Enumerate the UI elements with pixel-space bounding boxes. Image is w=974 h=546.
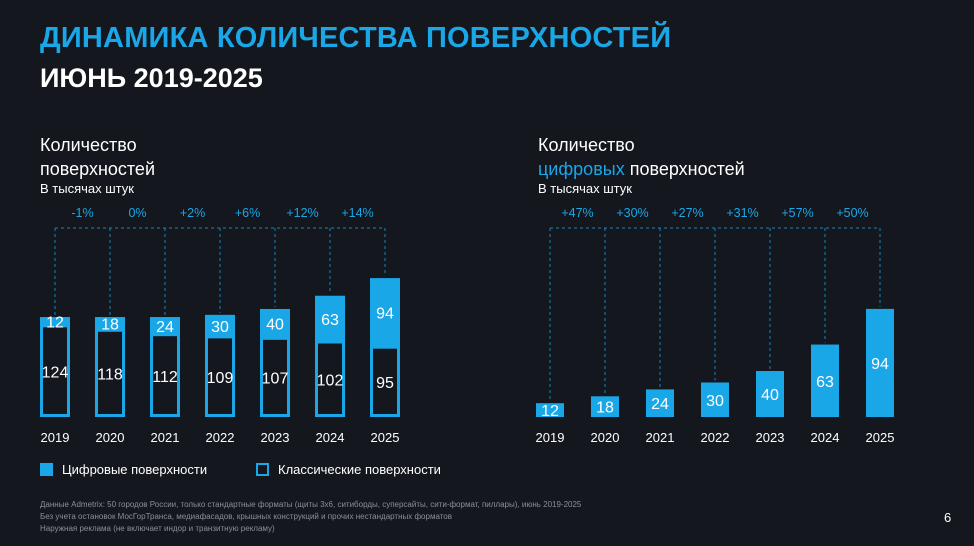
left-chart-heading-line1: Количество — [40, 135, 137, 155]
digital-value-2020: 18 — [101, 317, 119, 334]
digital-value-2023: 40 — [266, 317, 284, 334]
classic-value-2024: 102 — [317, 373, 344, 390]
x-tick-2021: 2021 — [646, 430, 675, 445]
digital-value-2025: 94 — [376, 306, 394, 323]
digital-value-2019: 12 — [541, 403, 559, 420]
right-chart-heading: Количество цифровых поверхностей В тысяч… — [538, 133, 745, 197]
digital-bar-2020 — [95, 317, 125, 331]
x-tick-2019: 2019 — [41, 430, 70, 445]
growth-label-1: -1% — [71, 206, 93, 220]
left-chart-unit: В тысячах штук — [40, 181, 134, 196]
legend-digital: Цифровые поверхности — [40, 462, 207, 477]
digital-bar-2019 — [40, 317, 70, 326]
legend-classic-label: Классические поверхности — [278, 462, 441, 477]
x-tick-2019: 2019 — [536, 430, 565, 445]
growth-label-5: +57% — [781, 206, 813, 220]
footnote-line-2: Без учета остановок МосГорТранса, медиаф… — [40, 512, 452, 521]
digital-value-2021: 24 — [156, 319, 174, 336]
x-tick-2024: 2024 — [811, 430, 840, 445]
digital-value-2022: 30 — [706, 393, 724, 410]
footnote: Данные Admetrix: 50 городов России, толь… — [40, 499, 581, 535]
classic-value-2025: 95 — [376, 375, 394, 392]
growth-label-6: +14% — [341, 206, 373, 220]
right-chart-heading-accent: цифровых — [538, 159, 625, 179]
left-chart-heading-line2: поверхностей — [40, 159, 155, 179]
digital-bar-2022 — [701, 382, 729, 417]
digital-bar-2023 — [260, 308, 290, 339]
classic-value-2019: 124 — [42, 364, 69, 381]
digital-bar-2023 — [756, 371, 784, 417]
digital-bar-2025 — [866, 308, 894, 417]
legend-classic-swatch — [256, 463, 269, 476]
x-tick-2022: 2022 — [206, 430, 235, 445]
legend-classic: Классические поверхности — [256, 462, 441, 477]
growth-label-4: +31% — [726, 206, 758, 220]
page-number: 6 — [944, 510, 952, 525]
digital-value-2023: 40 — [761, 387, 779, 404]
x-tick-2020: 2020 — [96, 430, 125, 445]
x-tick-2025: 2025 — [371, 430, 400, 445]
classic-value-2022: 109 — [207, 370, 234, 387]
digital-bar-2024 — [315, 295, 345, 343]
digital-value-2022: 30 — [211, 319, 229, 336]
classic-value-2021: 112 — [152, 369, 178, 386]
classic-value-2020: 118 — [97, 367, 123, 384]
digital-value-2020: 18 — [596, 400, 614, 417]
right-chart-heading-line2: цифровых поверхностей — [538, 157, 745, 181]
legend-digital-swatch — [40, 463, 53, 476]
digital-bar-2021 — [646, 389, 674, 417]
growth-label-1: +47% — [561, 206, 593, 220]
right-chart-heading-line1: Количество — [538, 135, 635, 155]
x-tick-2023: 2023 — [756, 430, 785, 445]
footnote-line-1: Данные Admetrix: 50 городов России, толь… — [40, 500, 582, 509]
left-chart-heading: Количество поверхностей В тысячах штук — [40, 133, 155, 197]
growth-label-4: +6% — [235, 206, 260, 220]
x-tick-2023: 2023 — [261, 430, 290, 445]
digital-bar-2022 — [205, 314, 235, 337]
growth-label-2: 0% — [128, 206, 146, 220]
legend-digital-label: Цифровые поверхности — [62, 462, 208, 477]
x-tick-2024: 2024 — [316, 430, 345, 445]
digital-bar-2024 — [811, 344, 839, 417]
classic-bar-2022 — [205, 335, 235, 418]
x-tick-2022: 2022 — [701, 430, 730, 445]
growth-label-2: +30% — [616, 206, 648, 220]
right-chart-unit: В тысячах штук — [538, 181, 632, 196]
growth-label-3: +27% — [671, 206, 703, 220]
digital-value-2019: 12 — [46, 314, 64, 331]
digital-bar-2020 — [591, 396, 619, 417]
right-chart-heading-rest: поверхностей — [624, 159, 745, 179]
growth-label-6: +50% — [836, 206, 868, 220]
digital-value-2025: 94 — [871, 356, 889, 373]
digital-bar-2025 — [370, 278, 400, 348]
digital-bar-2021 — [150, 317, 180, 335]
growth-label-5: +12% — [286, 206, 318, 220]
digital-value-2021: 24 — [651, 396, 669, 413]
x-tick-2025: 2025 — [866, 430, 895, 445]
classic-bar-2023 — [260, 336, 290, 418]
page-title: ДИНАМИКА КОЛИЧЕСТВА ПОВЕРХНОСТЕЙ — [40, 22, 672, 54]
footnote-line-3: Наружная реклама (не включает индор и тр… — [40, 524, 275, 533]
page-subtitle: ИЮНЬ 2019-2025 — [40, 63, 263, 93]
classic-value-2023: 107 — [262, 371, 289, 388]
x-tick-2020: 2020 — [591, 430, 620, 445]
digital-bar-2019 — [536, 403, 564, 417]
digital-value-2024: 63 — [816, 374, 834, 391]
growth-label-3: +2% — [180, 206, 205, 220]
x-tick-2021: 2021 — [151, 430, 180, 445]
digital-value-2024: 63 — [321, 312, 339, 329]
